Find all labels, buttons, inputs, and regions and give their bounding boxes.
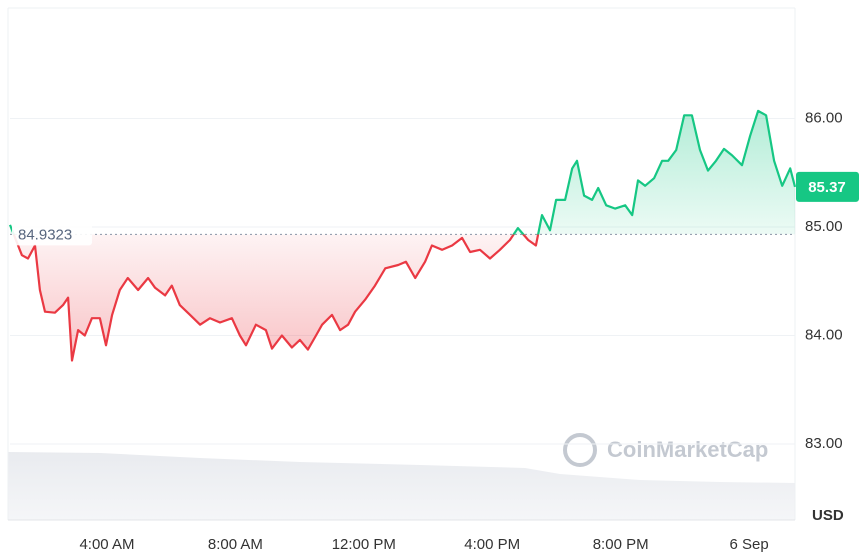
y-tick-label: 83.00 (805, 435, 843, 452)
x-tick-label: 4:00 AM (79, 536, 134, 553)
currency-label: USD (812, 507, 844, 524)
baseline-label: 84.9323 (18, 226, 72, 243)
x-tick-label: 4:00 PM (464, 536, 520, 553)
y-tick-label: 86.00 (805, 109, 843, 126)
current-price-box (796, 171, 859, 202)
volume-bars (8, 452, 795, 520)
x-tick-label: 8:00 PM (593, 536, 649, 553)
watermark-text: CoinMarketCap (607, 437, 768, 462)
current-price-label: 85.37 (808, 179, 846, 196)
area-down (10, 234, 795, 361)
x-tick-label: 12:00 PM (332, 536, 396, 553)
x-tick-label: 6 Sep (729, 536, 768, 553)
area-up (10, 110, 795, 235)
x-tick-label: 8:00 AM (208, 536, 263, 553)
y-tick-label: 85.00 (805, 218, 843, 235)
watermark-logo (563, 433, 597, 467)
price-line (8, 109, 797, 362)
y-tick-label: 84.00 (805, 327, 843, 344)
baseline-label-bg (12, 223, 92, 246)
watermark: CoinMarketCap (563, 433, 768, 467)
